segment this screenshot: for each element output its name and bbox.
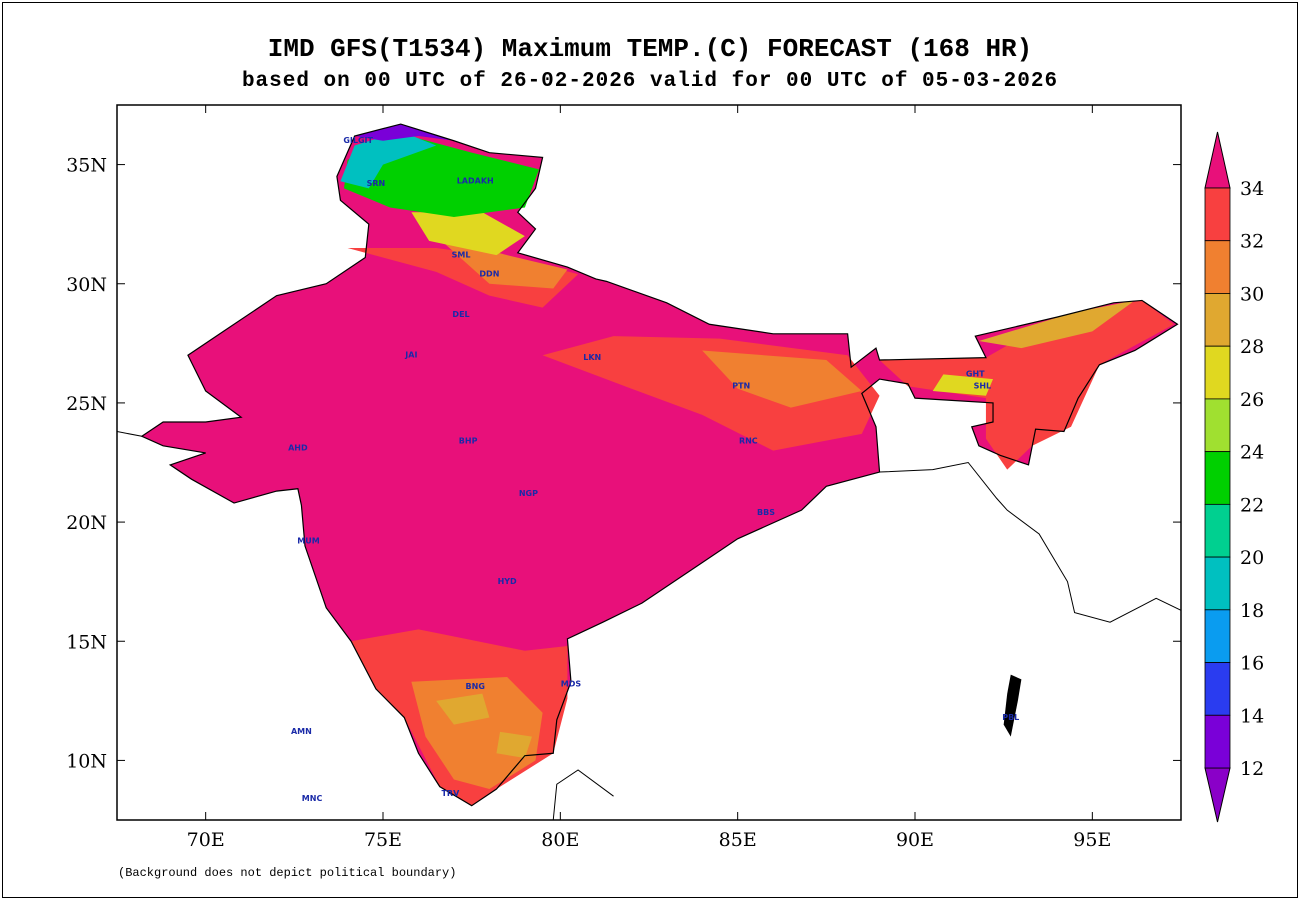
colorbar-segment [1204,556,1231,611]
x-tick-label: 80E [541,829,579,851]
map-subtitle: based on 00 UTC of 26-02-2026 valid for … [241,70,1059,93]
station-label: SHL [974,382,992,391]
region-14-16-karakoram [354,124,454,141]
station-label: BHP [459,436,478,445]
y-tick-label: 30N [66,274,107,296]
pakistan-coastline [117,431,142,437]
region-28-30-arunachal [978,300,1135,349]
plot-frame [116,104,1182,821]
colorbar-label: 16 [1240,653,1264,675]
station-label: SML [452,251,471,260]
region-28-30-trichy [496,731,532,759]
colorbar-segment [1204,187,1231,242]
station-label: LKN [583,353,601,362]
colorbar-segment [1204,240,1231,294]
station-label: PTN [732,382,750,391]
colorbar-upper-arrow [1204,131,1231,189]
region-28-30-nilgiri [436,693,490,725]
region-18-20-kashmir [340,131,437,189]
colorbar-label: 20 [1240,547,1264,569]
colorbar-segment [1204,714,1231,769]
colorbar-label: 12 [1240,758,1264,780]
colorbar-label: 26 [1240,389,1264,411]
station-label: AMN [291,727,312,736]
station-label: SRN [367,179,386,188]
india-outline [140,123,1179,807]
colorbar-segment [1204,609,1231,663]
region-30-32-bihar [702,350,862,408]
colorbar-label: 32 [1240,231,1264,253]
station-label: MUM [297,537,319,546]
srilanka-coastline [552,769,614,820]
station-label: GHT [966,370,985,379]
y-tick-label: 35N [66,155,107,177]
region-26-28-himachal [411,212,525,256]
station-label: MDS [561,680,582,689]
station-label: LADAKH [457,177,494,186]
colorbar-label: 30 [1240,283,1264,305]
station-label: AHD [288,444,308,453]
station-label: DEL [452,310,469,319]
y-tick-label: 25N [66,393,107,415]
colorbar-label: 28 [1240,336,1264,358]
map-title: IMD GFS(T1534) Maximum TEMP.(C) FORECAST… [267,34,1033,64]
station-label: BNG [466,682,485,691]
station-label: NGP [519,489,538,498]
station-label: KDL [1030,825,1048,834]
station-label: GILGIT [343,136,373,145]
x-tick-label: 75E [364,829,402,851]
x-tick-label: 90E [896,829,934,851]
x-tick-label: 70E [187,829,225,851]
x-tick-label: 95E [1073,829,1111,851]
colorbar-segment [1204,293,1231,347]
station-label: BBS [757,508,775,517]
y-tick-label: 10N [66,750,107,772]
temperature-field-34plus [141,124,1178,806]
andaman-islands [1003,674,1022,737]
y-tick-label: 20N [66,512,107,534]
station-label: DDN [479,270,499,279]
station-label: MNC [302,794,323,803]
colorbar-label: 22 [1240,494,1264,516]
colorbar-label: 24 [1240,442,1264,464]
map-layers: GILGIT SRN LADAKH SML DDN DEL JAI LKN PTN GHT SHL A… [117,123,1181,834]
region-32-34-northeast [879,300,1174,470]
colorbar-lower-arrow [1204,767,1231,823]
colorbar-segment [1204,451,1231,505]
myanmar-coastline [879,461,1181,623]
station-label: PBL [1002,713,1019,722]
colorbar-label: 18 [1240,600,1264,622]
colorbar-segment [1204,345,1231,400]
footnote: (Background does not depict political bo… [118,866,457,880]
colorbar-label: 14 [1240,705,1264,727]
station-label: HYD [498,577,517,586]
x-tick-label: 85E [719,829,757,851]
colorbar-segment [1204,503,1231,558]
station-label: RNC [739,436,758,445]
colorbar-label: 34 [1240,178,1264,200]
colorbar-segment [1204,398,1231,453]
colorbar-segment [1204,662,1231,716]
station-label: JAI [404,351,417,360]
station-label: TRV [441,789,460,798]
region-26-28-meghalaya [932,374,994,396]
y-tick-label: 15N [66,631,107,653]
